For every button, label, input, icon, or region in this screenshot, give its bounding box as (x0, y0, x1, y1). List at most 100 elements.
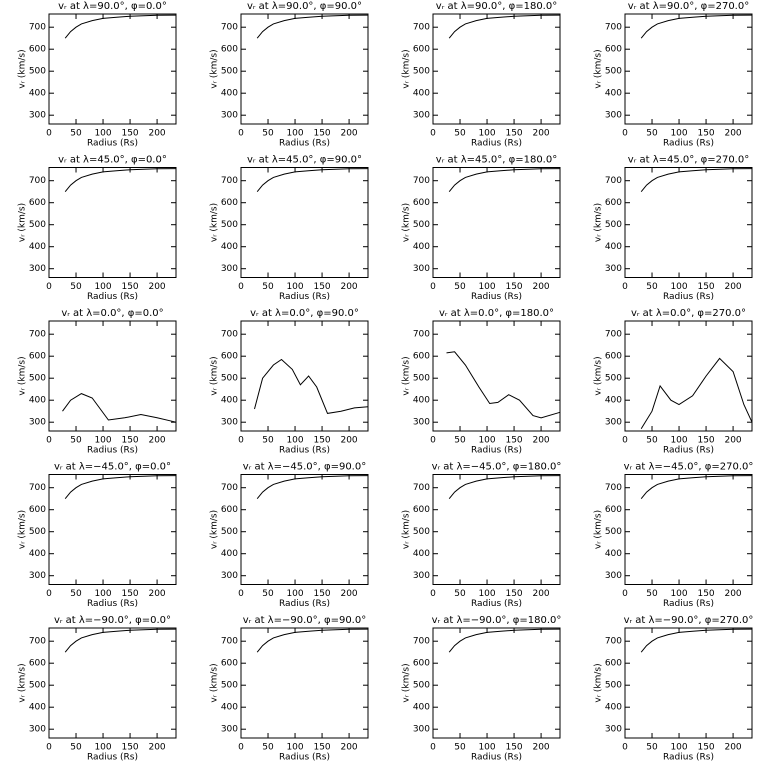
panel: vᵣ at λ=−90.0°, φ=0.0° 0 50 100 150 200 300 400… (18, 615, 177, 763)
x-tick-label: 200 (148, 282, 165, 292)
x-tick-label: 100 (478, 589, 495, 599)
x-axis-label: Radius (Rs) (87, 139, 138, 149)
y-tick-label: 500 (29, 527, 46, 537)
y-tick-label: 300 (221, 418, 238, 428)
y-axis-label: vᵣ (km/s) (402, 663, 412, 702)
panel-title: vᵣ at λ=−45.0°, φ=90.0° (243, 462, 366, 473)
y-tick-label: 700 (29, 176, 46, 186)
x-tick-label: 200 (724, 589, 741, 599)
data-line (256, 14, 369, 39)
x-tick-label: 200 (532, 129, 549, 139)
panel-title: vᵣ at λ=45.0°, φ=180.0° (436, 155, 557, 166)
plot-frame (240, 13, 369, 125)
x-axis-label: Radius (Rs) (87, 446, 138, 456)
panel: vᵣ at λ=45.0°, φ=270.0° 0 50 100 150 200 300 40… (594, 155, 753, 302)
y-tick-label: 500 (413, 374, 430, 384)
y-tick-label: 700 (413, 23, 430, 33)
panel: vᵣ at λ=90.0°, φ=90.0° 0 50 100 150 200 300 400… (210, 1, 369, 149)
y-tick-label: 700 (221, 637, 238, 647)
y-tick-label: 600 (221, 352, 238, 362)
x-tick-label: 50 (646, 282, 658, 292)
x-tick-label: 0 (46, 589, 52, 599)
y-tick-label: 300 (605, 418, 622, 428)
data-line (254, 358, 369, 414)
x-axis-label: Radius (Rs) (663, 446, 714, 456)
y-tick-label: 500 (605, 374, 622, 384)
y-tick-label: 500 (29, 220, 46, 230)
y-axis-label: vᵣ (km/s) (402, 203, 412, 242)
y-axis-label: vᵣ (km/s) (18, 203, 28, 242)
y-tick-label: 700 (605, 23, 622, 33)
x-axis-label: Radius (Rs) (279, 753, 330, 763)
plot-frame (624, 627, 753, 739)
x-axis-label: Radius (Rs) (471, 753, 522, 763)
y-tick-label: 600 (605, 45, 622, 55)
x-tick-label: 0 (238, 436, 244, 446)
x-tick-label: 150 (121, 436, 138, 446)
panel-title: vᵣ at λ=0.0°, φ=90.0° (250, 308, 359, 319)
plot-frame (48, 474, 177, 585)
data-line (256, 168, 369, 193)
y-tick-label: 300 (221, 725, 238, 735)
y-tick-label: 700 (221, 330, 238, 340)
y-tick-label: 400 (413, 242, 430, 252)
y-tick-label: 700 (29, 637, 46, 647)
y-axis-label: vᵣ (km/s) (18, 49, 28, 88)
data-line (640, 357, 753, 430)
x-tick-label: 200 (532, 282, 549, 292)
y-tick-label: 600 (221, 45, 238, 55)
x-axis-label: Radius (Rs) (663, 139, 714, 149)
y-tick-label: 600 (413, 352, 430, 362)
y-tick-label: 700 (221, 23, 238, 33)
x-tick-label: 100 (94, 282, 111, 292)
y-tick-label: 400 (221, 89, 238, 99)
y-axis-label: vᵣ (km/s) (18, 663, 28, 702)
panel: vᵣ at λ=−45.0°, φ=0.0° 0 50 100 150 200 300 400… (18, 462, 177, 609)
x-tick-label: 200 (148, 743, 165, 753)
plot-frame (624, 167, 753, 278)
panel-title: vᵣ at λ=90.0°, φ=0.0° (58, 1, 167, 12)
panel: vᵣ at λ=0.0°, φ=270.0° 0 50 100 150 200 300 400… (594, 308, 753, 456)
plot-frame (432, 320, 561, 432)
x-tick-label: 100 (670, 743, 687, 753)
y-axis-label: vᵣ (km/s) (210, 49, 220, 88)
y-tick-label: 500 (29, 681, 46, 691)
x-tick-label: 0 (430, 743, 436, 753)
y-tick-label: 600 (221, 505, 238, 515)
data-line (640, 475, 753, 500)
y-tick-label: 400 (221, 703, 238, 713)
plot-frame (240, 474, 369, 585)
y-tick-label: 400 (29, 396, 46, 406)
x-tick-label: 0 (238, 282, 244, 292)
x-tick-label: 150 (313, 129, 330, 139)
panel: vᵣ at λ=−90.0°, φ=180.0° 0 50 100 150 200 300 4… (402, 615, 562, 763)
plot-frame (240, 627, 369, 739)
x-tick-label: 0 (430, 436, 436, 446)
data-line (256, 628, 369, 653)
x-axis-label: Radius (Rs) (663, 292, 714, 302)
y-tick-label: 300 (29, 725, 46, 735)
x-tick-label: 0 (46, 129, 52, 139)
x-tick-label: 200 (340, 589, 357, 599)
data-line (64, 628, 177, 653)
y-tick-label: 400 (413, 89, 430, 99)
x-tick-label: 50 (646, 589, 658, 599)
panel-title: vᵣ at λ=45.0°, φ=270.0° (628, 155, 749, 166)
x-tick-label: 0 (46, 743, 52, 753)
x-tick-label: 100 (670, 282, 687, 292)
panel: vᵣ at λ=0.0°, φ=0.0° 0 50 100 150 200 300 400 50… (18, 308, 177, 456)
y-tick-label: 400 (605, 89, 622, 99)
panel-title: vᵣ at λ=0.0°, φ=0.0° (61, 308, 163, 319)
y-tick-label: 400 (221, 396, 238, 406)
y-tick-label: 700 (605, 176, 622, 186)
panel: vᵣ at λ=0.0°, φ=180.0° 0 50 100 150 200 300 400… (402, 308, 561, 456)
data-line (64, 14, 177, 39)
y-tick-label: 700 (413, 483, 430, 493)
y-tick-label: 700 (29, 483, 46, 493)
x-tick-label: 0 (622, 282, 628, 292)
y-tick-label: 700 (413, 637, 430, 647)
panel: vᵣ at λ=−90.0°, φ=270.0° 0 50 100 150 200 300 4… (594, 615, 754, 763)
y-axis-label: vᵣ (km/s) (402, 510, 412, 549)
x-tick-label: 150 (313, 282, 330, 292)
